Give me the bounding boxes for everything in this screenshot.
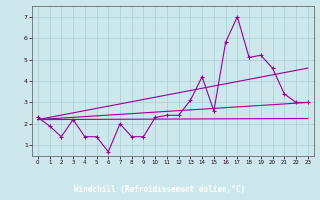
Text: Windchill (Refroidissement éolien,°C): Windchill (Refroidissement éolien,°C) <box>75 185 245 194</box>
